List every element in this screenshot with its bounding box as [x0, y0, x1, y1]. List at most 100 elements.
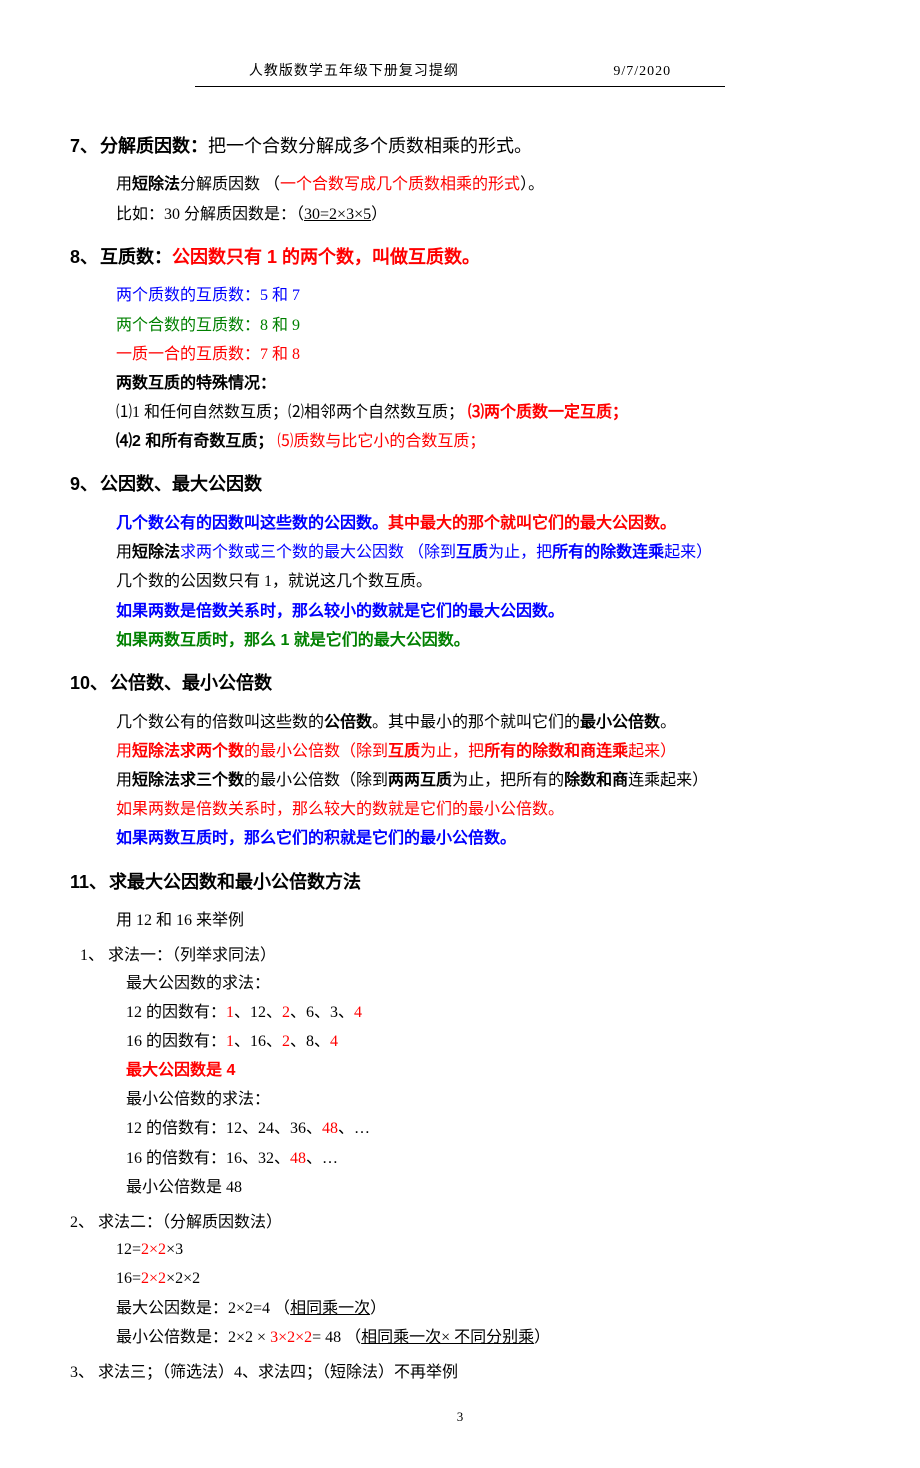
- text-green-bold: 如果两数互质时，那么 1 就是它们的最大公因数。: [116, 627, 850, 654]
- text: 用: [116, 544, 132, 561]
- text-red: 1: [226, 1033, 234, 1050]
- text-red: 4: [354, 1004, 362, 1021]
- section-9-body: 几个数公有的因数叫这些数的公因数。其中最大的那个就叫它们的最大公因数。 用短除法…: [116, 510, 850, 654]
- section-red: 公因数只有 1 的两个数，叫做互质数。: [172, 247, 480, 267]
- text: 、16、: [234, 1033, 282, 1050]
- text-bold: 短除法求三个数: [132, 772, 244, 789]
- text-red: 48: [322, 1120, 338, 1137]
- method-2: 2、 求法二：（分解质因数法） 12=2×2×3 16=2×2×2×2 最大公因…: [70, 1209, 850, 1351]
- text: 几个数公有的倍数叫这些数的: [116, 714, 324, 731]
- header-title: 人教版数学五年级下册复习提纲: [249, 60, 459, 84]
- text-red: 起来）: [628, 743, 676, 760]
- section-9-heading: 9、公因数、最大公因数: [70, 469, 850, 500]
- text-underline: 相同乘一次: [290, 1300, 370, 1317]
- text: ×3: [166, 1241, 183, 1258]
- text-blue-bold: 互质: [456, 544, 488, 561]
- text: ）: [534, 1329, 550, 1346]
- section-11-heading: 11、求最大公因数和最小公倍数方法: [70, 867, 850, 898]
- text: 的最小公倍数（除到: [244, 772, 388, 789]
- text-bold: 短除法: [132, 176, 180, 193]
- text-bold: 短除法: [132, 544, 180, 561]
- text-red: 2×2: [141, 1270, 166, 1287]
- text-red: 3×2×2: [270, 1329, 312, 1346]
- text-red: 为止，把: [420, 743, 484, 760]
- text-bold: 公倍数: [324, 714, 372, 731]
- text-red-bold: ⑶两个质数一定互质；: [468, 404, 628, 421]
- section-7-body: 用短除法分解质因数 （一个合数写成几个质数相乘的形式）。 比如：30 分解质因数…: [116, 171, 850, 227]
- text: 最小公倍数的求法：: [126, 1086, 850, 1113]
- header-date: 9/7/2020: [613, 60, 671, 84]
- text-red: 2×2: [141, 1241, 166, 1258]
- section-11-body: 用 12 和 16 来举例: [116, 907, 850, 934]
- text: 16 的倍数有：16、32、: [126, 1150, 290, 1167]
- text-blue: 起来）: [664, 544, 712, 561]
- section-title: 求最大公因数和最小公倍数方法: [109, 872, 361, 892]
- page-header: 人教版数学五年级下册复习提纲 9/7/2020: [70, 60, 850, 91]
- text-bold: 最小公倍数: [580, 714, 660, 731]
- text: 16=: [116, 1270, 141, 1287]
- text-red: 的最小公倍数（除到: [244, 743, 388, 760]
- text-red-bold: 短除法求两个数: [132, 743, 244, 760]
- text: 、8、: [290, 1033, 330, 1050]
- text: 最小公倍数是：2×2 ×: [116, 1329, 270, 1346]
- section-num: 11、: [70, 872, 107, 892]
- text: ⑴1 和任何自然数互质；⑵相邻两个自然数互质；: [116, 404, 468, 421]
- text: 最大公因数是：2×2=4 （: [116, 1300, 290, 1317]
- section-8-heading: 8、互质数：公因数只有 1 的两个数，叫做互质数。: [70, 242, 850, 273]
- section-num: 7、: [70, 136, 98, 156]
- section-title: 分解质因数：: [100, 136, 208, 156]
- text-red: 2: [282, 1033, 290, 1050]
- text: 、6、3、: [290, 1004, 354, 1021]
- text-blue-bold: 所有的除数连乘: [552, 544, 664, 561]
- text: ）。: [520, 176, 544, 193]
- text-blue: 为止，把: [488, 544, 552, 561]
- text: 12=: [116, 1241, 141, 1258]
- section-title: 公因数、最大公因数: [100, 474, 262, 494]
- text: 分解质因数 （: [180, 176, 280, 193]
- text: 、12、: [234, 1004, 282, 1021]
- text: 3、 求法三；（筛选法）4、求法四；（短除法）不再举例: [70, 1359, 850, 1386]
- section-7-heading: 7、分解质因数：把一个合数分解成多个质数相乘的形式。: [70, 131, 850, 162]
- section-title: 公倍数、最小公倍数: [110, 673, 272, 693]
- text: 用: [116, 772, 132, 789]
- text: ）: [371, 206, 387, 223]
- text-blue: 求两个数或三个数的最大公因数 （除到: [180, 544, 456, 561]
- text-underline: 相同乘一次× 不同分别乘: [361, 1329, 534, 1346]
- section-rest: 把一个合数分解成多个质数相乘的形式。: [208, 136, 532, 156]
- text: 几个数的公因数只有 1，就说这几个数互质。: [116, 568, 850, 595]
- text-blue: 两个质数的互质数：5 和 7: [116, 282, 850, 309]
- text-red: 一质一合的互质数：7 和 8: [116, 341, 850, 368]
- section-10-heading: 10、公倍数、最小公倍数: [70, 668, 850, 699]
- text: = 48 （: [312, 1329, 361, 1346]
- text-green: 两个合数的互质数：8 和 9: [116, 312, 850, 339]
- text: 为止，把所有的: [452, 772, 564, 789]
- text-red-bold: 最大公因数是 4: [126, 1057, 850, 1084]
- text-bold: ⑷2 和所有奇数互质；: [116, 433, 273, 450]
- method-1: 1、 求法一：（列举求同法） 最大公因数的求法： 12 的因数有：1、12、2、…: [80, 942, 850, 1201]
- text-red: 48: [290, 1150, 306, 1167]
- text-blue-bold: 如果两数互质时，那么它们的积就是它们的最小公倍数。: [116, 825, 850, 852]
- text: 。: [660, 714, 676, 731]
- text-bold: 除数和商: [564, 772, 628, 789]
- section-num: 8、: [70, 247, 98, 267]
- page-number: 3: [457, 1409, 464, 1424]
- text-red: 4: [330, 1033, 338, 1050]
- page-footer: 3: [70, 1406, 850, 1428]
- header-underline: [195, 86, 725, 87]
- example-text: 用 12 和 16 来举例: [116, 907, 850, 934]
- text: 、…: [306, 1150, 338, 1167]
- text: 连乘起来）: [628, 772, 708, 789]
- text-underline: 30=2×3×5: [304, 206, 371, 223]
- text-bold: 两两互质: [388, 772, 452, 789]
- method-3-4: 3、 求法三；（筛选法）4、求法四；（短除法）不再举例: [70, 1359, 850, 1386]
- text: 12 的倍数有：12、24、36、: [126, 1120, 322, 1137]
- section-num: 10、: [70, 673, 108, 693]
- text: 16 的因数有：: [126, 1033, 226, 1050]
- text-red-bold: 其中最大的那个就叫它们的最大公因数。: [388, 515, 676, 532]
- method-head: 2、 求法二：（分解质因数法）: [70, 1209, 850, 1236]
- text-red-bold: 所有的除数和商连乘: [484, 743, 628, 760]
- text: ×2×2: [166, 1270, 200, 1287]
- text: 比如：30 分解质因数是：（: [116, 206, 304, 223]
- text-blue-bold: 如果两数是倍数关系时，那么较小的数就是它们的最大公因数。: [116, 598, 850, 625]
- method-head: 1、 求法一：（列举求同法）: [80, 942, 850, 969]
